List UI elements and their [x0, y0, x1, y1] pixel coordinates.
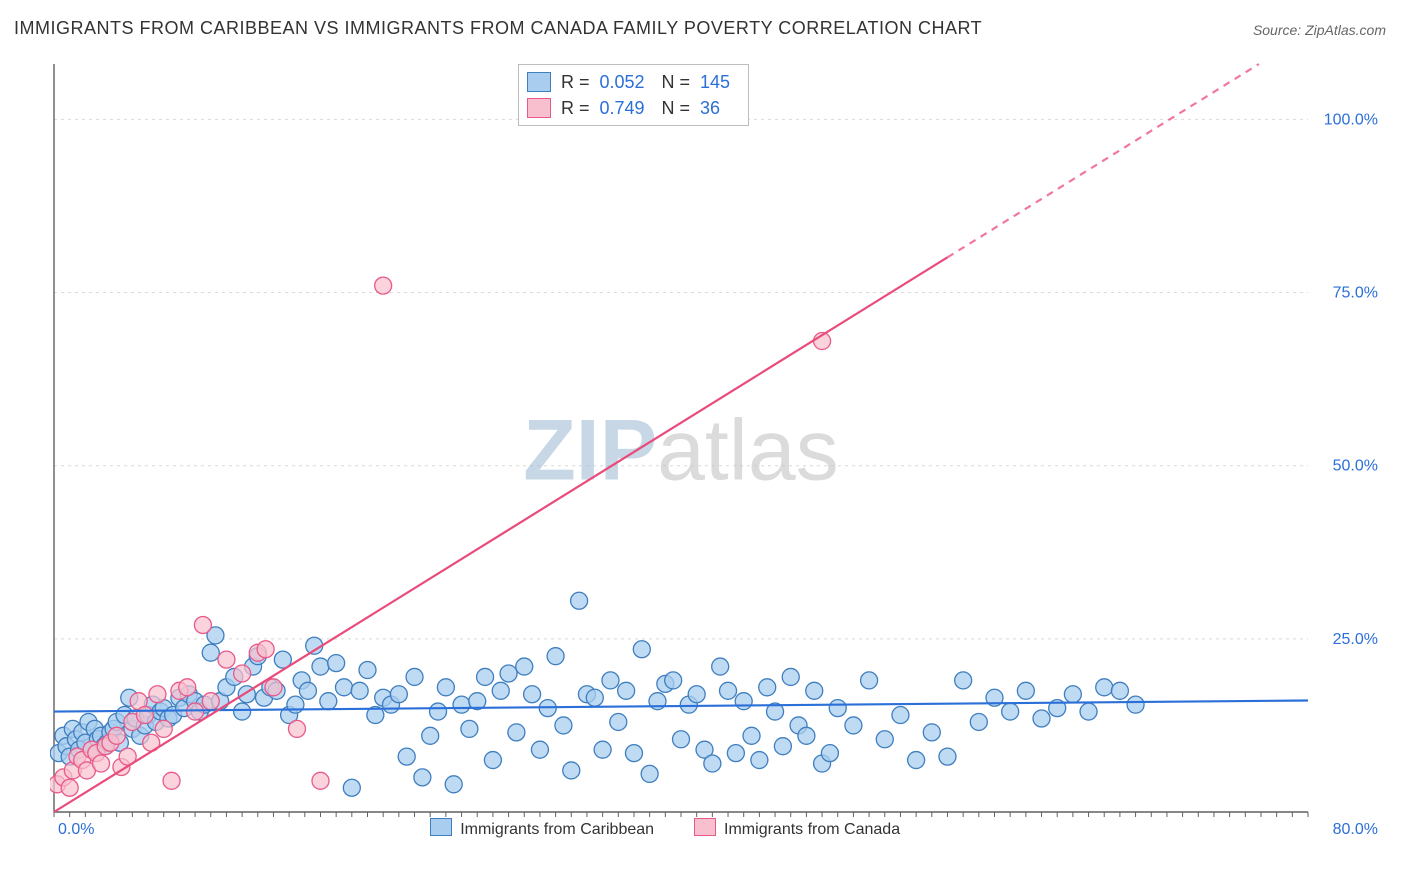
- legend-swatch: [527, 72, 551, 92]
- legend-item-caribbean: Immigrants from Caribbean: [430, 818, 654, 839]
- legend-r-value: 0.749: [599, 95, 651, 121]
- x-origin-label: 0.0%: [58, 821, 94, 838]
- scatter-plot: 25.0% 50.0% 75.0% 100.0% 0.0% 80.0% ZIPatlas: [50, 60, 1386, 840]
- legend-label: Immigrants from Caribbean: [460, 821, 654, 838]
- legend-row-canada: R = 0.749 N = 36: [527, 95, 734, 121]
- y-tick-label: 75.0%: [1333, 285, 1378, 302]
- legend-r-value: 0.052: [599, 69, 651, 95]
- x-end-label: 80.0%: [1333, 821, 1378, 838]
- source-attribution: Source: ZipAtlas.com: [1253, 22, 1386, 38]
- legend-r-label: R =: [561, 95, 590, 121]
- legend-n-label: N =: [661, 95, 690, 121]
- watermark: ZIPatlas: [523, 403, 838, 499]
- legend-n-value: 36: [700, 95, 734, 121]
- legend-swatch: [527, 98, 551, 118]
- series-legend: Immigrants from Caribbean Immigrants from…: [430, 818, 900, 839]
- y-tick-label: 25.0%: [1333, 631, 1378, 648]
- y-tick-label: 50.0%: [1333, 458, 1378, 475]
- legend-swatch: [694, 818, 716, 836]
- legend-r-label: R =: [561, 69, 590, 95]
- y-tick-label: 100.0%: [1324, 111, 1378, 128]
- legend-item-canada: Immigrants from Canada: [694, 818, 900, 839]
- legend-swatch: [430, 818, 452, 836]
- legend-label: Immigrants from Canada: [724, 821, 900, 838]
- chart-title: IMMIGRANTS FROM CARIBBEAN VS IMMIGRANTS …: [14, 18, 982, 39]
- legend-n-label: N =: [661, 69, 690, 95]
- legend-n-value: 145: [700, 69, 734, 95]
- correlation-legend: R = 0.052 N = 145 R = 0.749 N = 36: [518, 64, 749, 126]
- legend-row-caribbean: R = 0.052 N = 145: [527, 69, 734, 95]
